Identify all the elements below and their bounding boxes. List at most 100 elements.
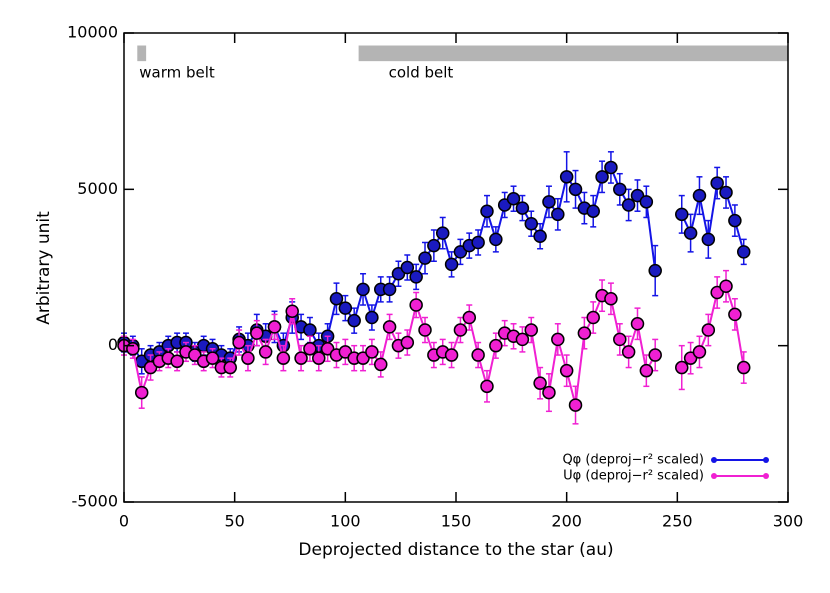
data-point	[373, 357, 388, 372]
y-tick-label: 5000	[77, 179, 118, 198]
data-point	[126, 342, 140, 356]
data-point	[489, 232, 503, 247]
data-point	[692, 188, 707, 203]
series-line	[123, 165, 745, 363]
data-point	[471, 348, 485, 362]
data-point	[675, 360, 689, 375]
data-point	[524, 323, 539, 337]
data-point	[551, 207, 565, 222]
data-point	[400, 335, 415, 350]
x-tick-label: 0	[119, 512, 129, 531]
data-point	[294, 351, 308, 365]
data-point	[586, 310, 600, 325]
data-point	[551, 332, 565, 347]
data-point	[418, 251, 432, 265]
data-point	[701, 323, 716, 337]
data-point	[524, 216, 539, 231]
y-tick-label: 0	[108, 335, 118, 354]
data-point	[621, 198, 636, 212]
data-point	[241, 351, 255, 365]
data-point	[435, 226, 450, 240]
x-tick-label: 100	[330, 512, 361, 531]
data-point	[480, 379, 494, 394]
data-point	[312, 351, 326, 365]
data-point	[630, 317, 645, 331]
data-point	[639, 363, 654, 378]
data-point	[427, 238, 441, 253]
x-tick-label: 200	[551, 512, 582, 531]
data-point	[621, 345, 636, 359]
data-point	[533, 229, 547, 243]
data-point	[258, 345, 273, 359]
belt-label: warm belt	[139, 64, 215, 82]
data-point	[613, 332, 627, 347]
data-point	[444, 257, 459, 272]
data-point	[223, 360, 237, 375]
data-point	[639, 195, 654, 209]
x-tick-label: 50	[224, 512, 244, 531]
data-point	[365, 310, 379, 325]
data-point	[515, 332, 530, 347]
data-point	[719, 279, 733, 294]
data-point	[648, 348, 662, 362]
data-point	[409, 270, 423, 284]
x-axis-label: Deprojected distance to the star (au)	[298, 540, 613, 560]
data-point	[648, 263, 662, 278]
data-point	[285, 304, 299, 319]
data-point	[559, 170, 574, 184]
data-point	[480, 204, 494, 218]
data-point	[365, 345, 379, 359]
data-point	[303, 342, 317, 356]
data-point	[471, 235, 485, 250]
data-point	[728, 213, 742, 228]
data-point	[701, 232, 716, 247]
data-point	[382, 282, 397, 297]
data-point	[683, 226, 698, 240]
data-point	[542, 195, 556, 209]
data-point	[329, 292, 344, 306]
legend-dot	[763, 457, 769, 463]
data-point	[559, 363, 574, 378]
data-point	[303, 323, 317, 337]
legend-dot	[763, 473, 769, 479]
data-point	[347, 313, 361, 328]
data-point	[515, 201, 530, 215]
data-point	[338, 301, 353, 315]
legend-dot	[711, 473, 717, 479]
data-point	[568, 398, 583, 412]
data-point	[205, 351, 220, 365]
data-point	[489, 338, 503, 353]
data-point	[170, 354, 184, 369]
data-point	[356, 282, 370, 297]
data-point	[267, 320, 282, 334]
x-tick-label: 150	[441, 512, 472, 531]
data-point	[736, 245, 751, 259]
data-point	[675, 207, 689, 222]
data-point	[232, 335, 246, 350]
data-point	[276, 351, 291, 365]
y-tick-label: 10000	[67, 23, 118, 42]
data-point	[382, 320, 397, 334]
belt-band	[137, 45, 147, 62]
data-point	[134, 385, 149, 400]
data-point	[444, 348, 459, 362]
belt-band	[358, 45, 788, 62]
data-point	[506, 191, 521, 206]
x-tick-label: 250	[662, 512, 693, 531]
data-point	[595, 170, 609, 184]
data-point	[250, 326, 264, 340]
data-point	[604, 160, 618, 175]
data-point	[577, 326, 592, 340]
data-point	[400, 260, 415, 275]
data-point	[604, 292, 618, 306]
data-point	[692, 345, 707, 359]
data-point	[613, 182, 627, 197]
data-point	[586, 204, 600, 218]
data-point	[568, 182, 583, 197]
data-point	[409, 298, 423, 312]
data-point	[710, 176, 724, 190]
belt-label: cold belt	[389, 64, 454, 82]
x-tick-label: 300	[773, 512, 804, 531]
data-point	[542, 385, 556, 400]
